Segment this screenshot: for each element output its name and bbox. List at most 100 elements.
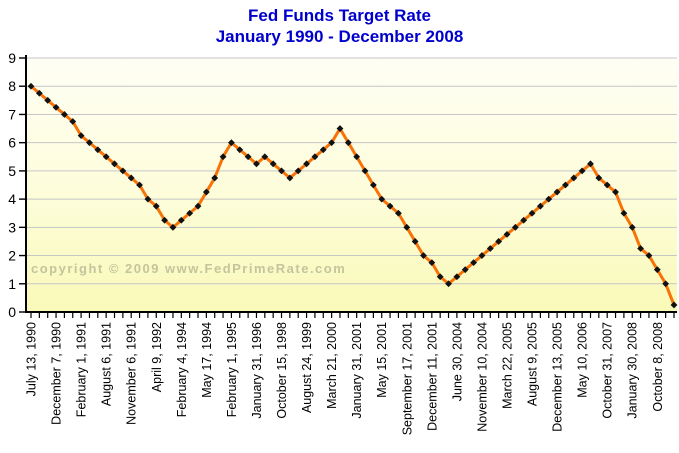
data-point-marker <box>461 266 469 274</box>
data-point-marker <box>353 153 361 161</box>
data-point-marker <box>645 252 653 259</box>
data-point-marker <box>587 160 594 168</box>
data-point-marker <box>637 245 644 252</box>
data-point-marker <box>486 245 494 252</box>
data-point-marker <box>294 167 302 175</box>
data-point-marker <box>628 223 636 231</box>
data-point-marker <box>261 153 269 161</box>
y-axis-tick-label: 6 <box>8 135 16 151</box>
data-point-marker <box>86 139 93 147</box>
x-axis-date-label: April 9, 1992 <box>150 322 164 392</box>
data-point-marker <box>319 146 327 154</box>
data-point-marker <box>536 202 544 210</box>
x-axis-date-label: October 8, 2008 <box>651 322 665 412</box>
data-point-marker <box>161 216 169 224</box>
x-axis-date-label: January 31, 1996 <box>250 322 264 419</box>
data-point-marker <box>578 167 586 175</box>
data-point-marker <box>111 160 118 168</box>
data-point-marker <box>244 153 252 161</box>
data-point-marker <box>495 238 503 245</box>
data-point-marker <box>503 230 511 238</box>
x-axis-date-label: May 10, 2006 <box>576 322 590 398</box>
data-point-marker <box>69 118 77 125</box>
data-point-marker <box>177 216 185 224</box>
data-point-marker <box>27 82 35 90</box>
data-point-marker <box>453 273 461 281</box>
x-axis-date-label: January 31, 2001 <box>350 322 364 419</box>
data-point-marker <box>386 202 394 210</box>
data-point-marker <box>35 89 43 97</box>
data-point-marker <box>202 188 210 196</box>
data-point-marker <box>136 181 143 189</box>
x-axis-date-label: July 13, 1990 <box>25 322 39 396</box>
data-point-marker <box>570 174 578 182</box>
x-axis-date-label: February 4, 1994 <box>175 322 189 417</box>
data-point-marker <box>169 223 177 231</box>
x-axis-date-label: December 11, 2001 <box>425 322 439 431</box>
data-point-marker <box>311 153 319 161</box>
data-point-marker <box>77 132 85 140</box>
data-point-marker <box>369 181 377 189</box>
data-point-marker <box>303 160 310 168</box>
data-point-marker <box>336 125 344 132</box>
chart-title: Fed Funds Target Rate January 1990 - Dec… <box>0 5 679 47</box>
data-point-marker <box>395 209 402 217</box>
data-point-marker <box>102 153 110 161</box>
data-point-marker <box>528 209 536 217</box>
x-axis-date-label: October 15, 1998 <box>275 322 289 419</box>
plot-area-background <box>27 57 677 312</box>
data-point-marker <box>553 188 561 196</box>
x-axis-date-label: November 6, 1991 <box>125 322 139 425</box>
x-axis-date-label: December 13, 2005 <box>551 322 565 432</box>
data-point-marker <box>52 103 60 111</box>
data-point-marker <box>445 280 452 288</box>
data-point-marker <box>286 174 294 182</box>
data-point-marker <box>403 223 411 231</box>
data-point-marker <box>44 96 52 104</box>
x-axis-date-label: May 17, 1994 <box>200 322 214 398</box>
x-axis-date-label: February 1, 1991 <box>75 322 89 417</box>
data-point-marker <box>144 195 152 203</box>
data-point-marker <box>612 188 619 196</box>
data-point-marker <box>436 273 444 281</box>
y-axis-tick-label: 7 <box>8 106 16 122</box>
x-axis-date-label: December 7, 1990 <box>50 322 64 425</box>
data-point-marker <box>278 167 285 175</box>
x-axis-date-label: March 22, 2005 <box>500 322 514 409</box>
data-point-marker <box>211 174 219 182</box>
x-axis-date-label: October 31, 2007 <box>601 322 615 419</box>
x-axis-date-label: March 21, 2000 <box>325 322 339 409</box>
y-axis-tick-label: 4 <box>8 191 16 207</box>
data-point-marker <box>119 167 127 175</box>
data-point-marker <box>186 209 194 217</box>
x-axis-date-label: August 6, 1991 <box>100 322 114 406</box>
data-point-marker <box>653 266 661 274</box>
data-point-marker <box>344 139 352 147</box>
data-point-marker <box>595 174 603 182</box>
data-point-marker <box>662 280 670 288</box>
data-point-marker <box>253 160 260 168</box>
x-axis-date-label: September 17, 2001 <box>400 322 414 435</box>
data-point-marker <box>378 195 386 203</box>
data-point-marker <box>94 146 102 154</box>
data-point-marker <box>545 195 553 203</box>
x-axis-date-label: February 1, 1995 <box>225 322 239 417</box>
data-point-marker <box>620 209 628 217</box>
data-point-marker <box>127 174 135 182</box>
data-point-marker <box>511 223 519 231</box>
y-axis-tick-label: 9 <box>8 50 16 66</box>
chart-title-line2: January 1990 - December 2008 <box>215 27 464 46</box>
data-point-marker <box>361 167 369 175</box>
x-axis-date-label: January 30, 2008 <box>626 322 640 419</box>
data-point-marker <box>152 202 160 210</box>
data-point-marker <box>470 259 477 267</box>
x-axis-date-label: June 30, 2004 <box>450 322 464 401</box>
y-axis-tick-label: 3 <box>8 219 16 235</box>
y-axis-tick-label: 8 <box>8 78 16 94</box>
data-point-marker <box>603 181 611 189</box>
data-point-marker <box>61 111 68 118</box>
data-point-marker <box>562 181 569 189</box>
chart-title-line1: Fed Funds Target Rate <box>248 6 431 25</box>
